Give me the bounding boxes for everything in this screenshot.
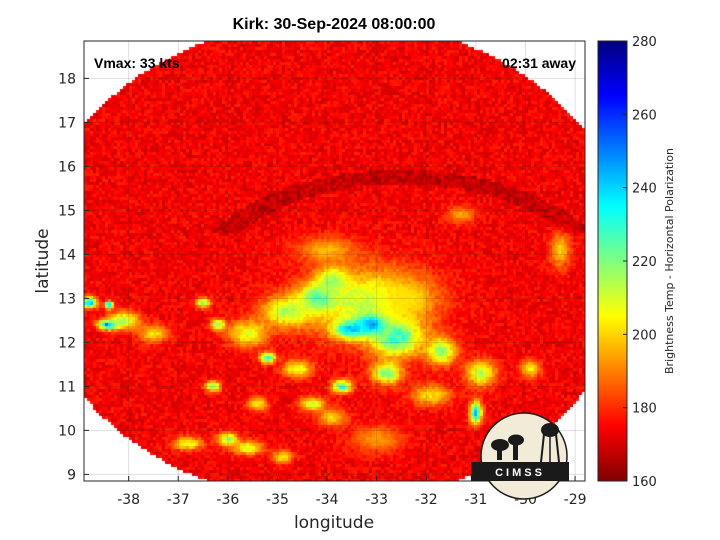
colorbar-tick-label: 260 xyxy=(632,108,657,123)
x-tick-label: -29 xyxy=(564,492,587,508)
swath-raster xyxy=(84,41,585,481)
logo-text: CIMSS xyxy=(495,467,545,479)
x-tick-label: -32 xyxy=(415,492,438,508)
x-tick-label: -31 xyxy=(464,492,487,508)
colorbar-tick-label: 160 xyxy=(632,475,657,490)
colorbar-tick-label: 180 xyxy=(632,402,657,417)
y-tick-label: 10 xyxy=(58,423,76,439)
colorbar-tick-label: 240 xyxy=(632,182,657,197)
y-tick-label: 18 xyxy=(58,71,76,87)
logo-band xyxy=(471,462,569,481)
x-axis-label: longitude xyxy=(294,513,374,533)
y-tick-label: 17 xyxy=(58,115,76,131)
y-tick-label: 13 xyxy=(58,291,76,307)
colorbar-label: Brightness Temp - Horizontal Polarizatio… xyxy=(663,148,676,374)
cimss-logo: CIMSS xyxy=(471,412,569,500)
y-tick-label: 15 xyxy=(58,203,76,219)
y-tick-label: 16 xyxy=(58,159,76,175)
x-tick-label: -38 xyxy=(117,492,140,508)
logo-water-tower-icon xyxy=(540,423,560,463)
x-tick-label: -35 xyxy=(266,492,289,508)
x-tick-label: -34 xyxy=(316,492,339,508)
y-tick-label: 11 xyxy=(58,379,76,395)
x-tick-label: -36 xyxy=(216,492,239,508)
vmax-annotation: Vmax: 33 kts xyxy=(94,55,180,71)
swath-image xyxy=(84,41,585,481)
colorbar-axis: 160 180 200 220 240 260 280 xyxy=(623,35,657,490)
y-tick-label: 12 xyxy=(58,335,76,351)
colorbar-tick-label: 200 xyxy=(632,328,657,343)
logo-dish-icon xyxy=(491,434,524,460)
y-tick-label: 14 xyxy=(58,247,76,263)
x-tick-label: -37 xyxy=(167,492,190,508)
chart-title: Kirk: 30-Sep-2024 08:00:00 xyxy=(233,16,436,33)
colorbar-tick-label: 280 xyxy=(632,35,657,50)
y-axis-label: latitude xyxy=(33,228,53,293)
x-tick-label: -33 xyxy=(365,492,388,508)
time-away-annotation: 02:31 away xyxy=(502,55,576,71)
colorbar xyxy=(597,40,628,482)
colorbar-tick-label: 220 xyxy=(632,255,657,270)
y-axis: 9 10 11 12 13 14 15 16 17 18 xyxy=(58,71,89,483)
y-tick-label: 9 xyxy=(67,467,76,483)
grid xyxy=(84,41,585,481)
plot-frame xyxy=(83,40,586,482)
